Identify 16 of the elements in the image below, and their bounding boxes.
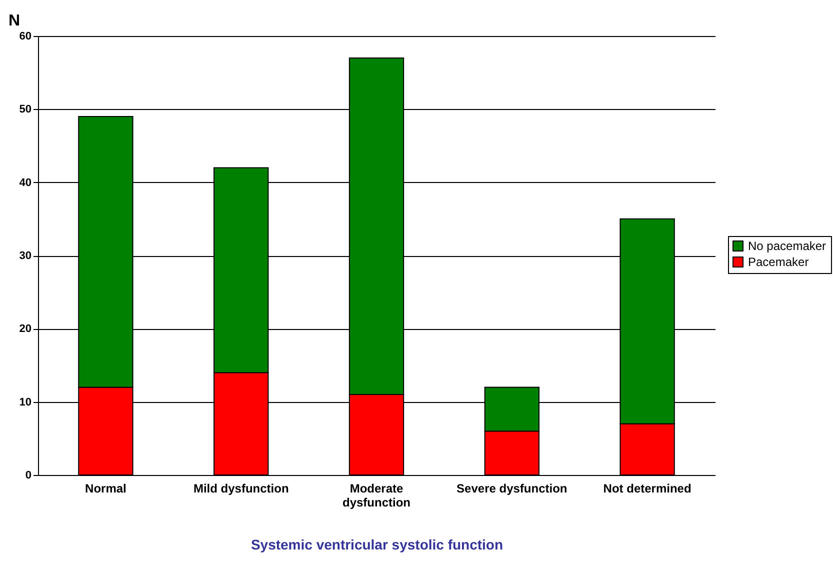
y-tick-label: 40: [19, 176, 32, 189]
x-tick-label: Severe dysfunction: [456, 482, 568, 496]
y-tick-label: 10: [19, 396, 32, 408]
y-tick-label: 0: [25, 470, 32, 482]
legend-label: Pacemaker: [748, 255, 809, 269]
y-tick-label: 50: [19, 104, 32, 116]
y-tick-label: 60: [19, 30, 32, 42]
x-tick-label: Not determined: [603, 482, 692, 496]
y-tick-label: 30: [19, 250, 32, 262]
x-tick-label: Normal: [85, 482, 126, 496]
x-tick-label: Moderate dysfunction: [342, 482, 410, 510]
x-tick-label: Mild dysfunction: [193, 482, 289, 496]
legend-label: No pacemaker: [748, 239, 826, 253]
x-axis-title: Systemic ventricular systolic function: [250, 536, 504, 552]
y-axis-title: N: [8, 12, 20, 30]
y-tick-label: 20: [19, 323, 32, 336]
